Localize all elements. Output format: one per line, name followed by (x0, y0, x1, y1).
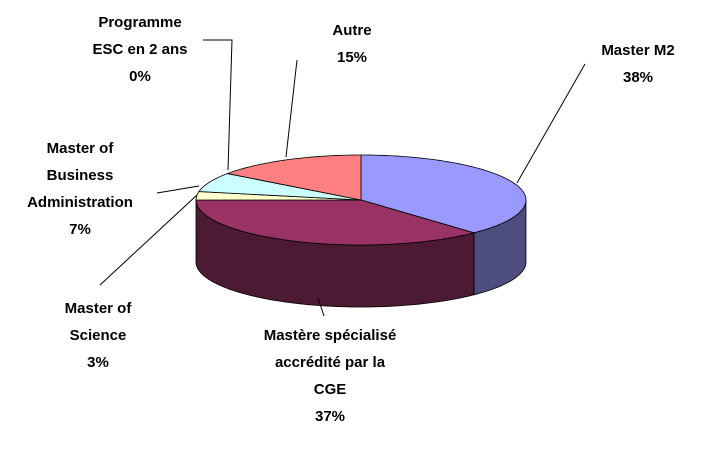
value-label: 38% (622, 69, 654, 86)
category-label: Mastère spécialisé accrédité par la CGE (263, 327, 397, 398)
slice-label: Programme ESC en 2 ans 0% (86, 9, 194, 90)
slice-label: Mastère spécialisé accrédité par la CGE 3… (260, 322, 400, 430)
slice (226, 154, 362, 201)
leader-line (99, 194, 198, 286)
value-label: 37% (314, 408, 346, 425)
slice (195, 199, 476, 246)
category-label: Master of Science (64, 300, 132, 344)
leader-line (156, 185, 200, 194)
value-label: 15% (336, 49, 368, 66)
value-label: 7% (69, 221, 91, 238)
slice-label: Master of Business Administration 7% (13, 135, 148, 243)
value-label: 3% (87, 354, 109, 371)
category-label: Master of Business Administration (27, 140, 133, 211)
slice-label: Master M2 38% (583, 37, 693, 91)
slice (360, 154, 527, 234)
value-label: 0% (129, 68, 151, 85)
leader-line (285, 59, 298, 158)
category-label: Programme ESC en 2 ans (92, 14, 188, 58)
category-label: Autre (332, 22, 372, 39)
slice-label: Autre 15% (312, 17, 392, 71)
slice (198, 173, 362, 201)
category-label: Master M2 (601, 42, 675, 59)
slice-label: Master of Science 3% (53, 295, 143, 376)
leader-line (516, 63, 586, 184)
leader-line (203, 39, 233, 171)
leader-line (317, 297, 325, 317)
